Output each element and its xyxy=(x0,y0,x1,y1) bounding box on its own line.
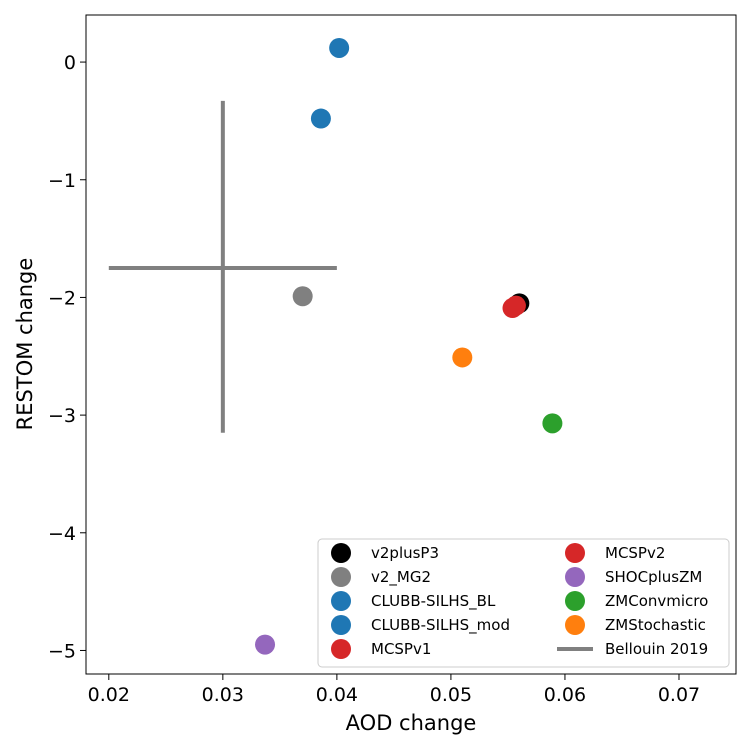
y-axis-label: RESTOM change xyxy=(13,258,37,431)
x-axis-label: AOD change xyxy=(346,711,477,735)
x-tick-label: 0.03 xyxy=(202,684,244,706)
y-tick-label: −5 xyxy=(48,640,76,662)
legend-label: MCSPv2 xyxy=(605,544,665,562)
y-axis: 0 −1 −2 −3 −4 −5 xyxy=(48,52,86,662)
legend-marker xyxy=(565,615,585,635)
legend-label: CLUBB-SILHS_BL xyxy=(371,592,496,611)
legend-label: Bellouin 2019 xyxy=(605,640,708,658)
legend-label: ZMConvmicro xyxy=(605,592,708,610)
x-tick-label: 0.04 xyxy=(316,684,358,706)
legend-marker xyxy=(565,591,585,611)
legend-marker xyxy=(331,639,351,659)
point-mcspv2 xyxy=(502,298,523,319)
legend: v2plusP3 v2_MG2 CLUBB-SILHS_BL CLUBB-SILHS_… xyxy=(317,538,730,668)
legend-label: CLUBB-SILHS_mod xyxy=(371,616,510,635)
legend-marker xyxy=(565,567,585,587)
point-zmstochastic xyxy=(452,347,473,368)
legend-marker xyxy=(331,591,351,611)
x-tick-label: 0.07 xyxy=(658,684,700,706)
legend-label: SHOCplusZM xyxy=(605,568,702,586)
legend-label: MCSPv1 xyxy=(371,640,431,658)
point-zmconvmicro xyxy=(542,413,563,434)
x-tick-label: 0.06 xyxy=(544,684,586,706)
legend-label: ZMStochastic xyxy=(605,616,706,634)
x-axis: 0.02 0.03 0.04 0.05 0.06 0.07 xyxy=(88,674,700,706)
reference-errorbar xyxy=(108,100,337,433)
y-tick-label: −4 xyxy=(48,523,76,545)
legend-box xyxy=(317,538,730,668)
point-shocpluszm xyxy=(255,634,276,655)
y-tick-label: −2 xyxy=(48,287,76,309)
legend-marker xyxy=(565,543,585,563)
legend-label: v2plusP3 xyxy=(371,544,439,562)
legend-marker xyxy=(331,543,351,563)
legend-marker xyxy=(331,615,351,635)
y-tick-label: −1 xyxy=(48,170,76,192)
point-v2-mg2 xyxy=(292,286,313,307)
y-tick-label: 0 xyxy=(64,52,76,74)
x-tick-label: 0.05 xyxy=(430,684,472,706)
legend-label: v2_MG2 xyxy=(371,568,431,587)
point-clubb-silhs-bl xyxy=(329,37,350,58)
y-tick-label: −3 xyxy=(48,405,76,427)
data-points xyxy=(255,37,563,655)
point-clubb-silhs-mod xyxy=(310,108,331,129)
legend-marker xyxy=(331,567,351,587)
x-tick-label: 0.02 xyxy=(88,684,130,706)
